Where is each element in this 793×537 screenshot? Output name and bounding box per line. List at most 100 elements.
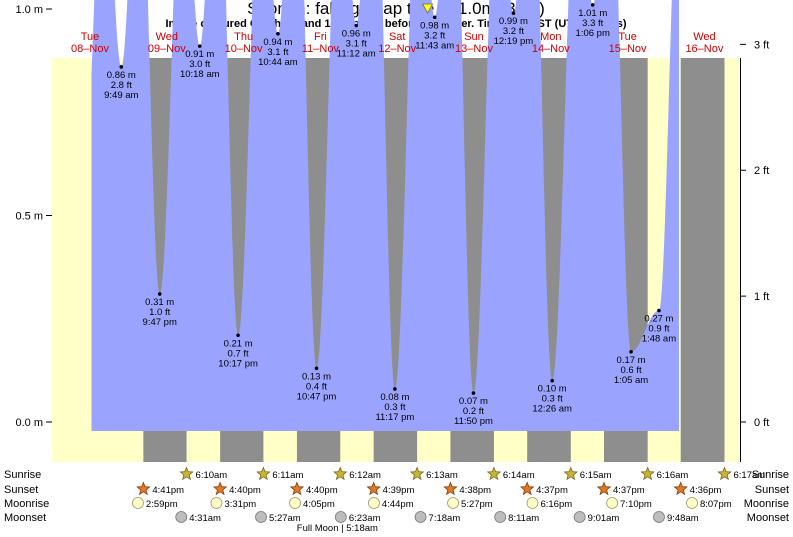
tide-time-label: 9:49 am (104, 90, 138, 101)
tide-time-label: 1:48 am (642, 333, 676, 344)
tide-ft-label: 0.2 ft (463, 406, 484, 417)
tide-point (314, 366, 319, 371)
tide-m-label: 0.99 m (499, 16, 528, 27)
day-name: Wed (693, 31, 715, 43)
tide-time-label: 9:47 pm (143, 317, 177, 328)
moonrise-icon (686, 497, 698, 509)
tide-point (432, 15, 437, 20)
tide-time-label: 11:17 pm (375, 412, 414, 423)
astro-events: Sunrise Sunrise Sunset Sunset Moonrise Moonri… (4, 466, 789, 534)
tide-ft-label: 3.1 ft (346, 39, 367, 50)
day-date: 10–Nov (225, 43, 263, 55)
day-name: Sun (464, 31, 484, 43)
moonset-time: 9:01am (588, 513, 620, 524)
sunset-time: 4:41pm (152, 485, 184, 496)
y-tick-label-m: 1.0 m (15, 4, 43, 16)
night-band (680, 58, 725, 462)
row-label-left: Moonset (4, 512, 46, 524)
moonset-icon (334, 511, 347, 523)
tide-ft-label: 2.8 ft (111, 80, 132, 91)
day-date: 15–Nov (609, 43, 647, 55)
y-tick-label-ft: 1 ft (754, 291, 769, 303)
moonrise-icon (606, 497, 619, 509)
day-name: Fri (314, 31, 327, 43)
tide-time-label: 10:44 am (258, 57, 298, 68)
tide-time-label: 10:47 pm (297, 391, 337, 402)
tide-point (236, 333, 240, 338)
sunset-icon (443, 481, 458, 496)
plot-right-border (740, 58, 741, 462)
day-date: 12–Nov (378, 43, 416, 55)
sunset-time: 4:37pm (613, 485, 645, 496)
sunset-icon (212, 481, 228, 496)
moonset-time: 8:11am (508, 513, 539, 524)
moonrise-time: 7:10pm (620, 499, 652, 510)
day-name: Tue (618, 31, 637, 43)
sunset-icon (366, 481, 381, 496)
moonrise-icon (132, 497, 144, 509)
tide-point (119, 65, 124, 69)
moonset-icon (494, 511, 507, 523)
tide-m-label: 0.21 m (224, 338, 253, 349)
tide-m-label: 0.17 m (617, 355, 646, 366)
tide-point (393, 387, 397, 391)
sunrise-icon (333, 466, 348, 481)
moonrise-icon (289, 497, 301, 509)
y-tick-label-ft: 0 ft (754, 417, 769, 429)
tide-point (629, 349, 633, 354)
sunrise-icon (640, 466, 655, 481)
moonrise-icon (526, 497, 539, 509)
sunrise-icon (256, 466, 271, 481)
moonrise-icon (447, 497, 459, 509)
sunset-icon (289, 481, 305, 496)
tide-point (511, 11, 516, 15)
sunrise-time: 6:17am (733, 470, 765, 481)
moonrise-icon (210, 497, 223, 509)
moonset-icon (175, 511, 188, 523)
tide-point (197, 44, 202, 48)
day-name: Mon (540, 31, 561, 43)
chart-subtitle: Image captured One hour and 10 minutes b… (165, 18, 626, 30)
day-name: Sat (389, 31, 406, 43)
sunrise-time: 6:12am (349, 470, 381, 481)
tide-time-label: 11:43 am (415, 40, 454, 51)
full-moon-label: Full Moon | 5:18am (297, 523, 378, 534)
tide-ft-label: 0.4 ft (306, 381, 327, 392)
day-labels: Tue08–NovWed09–NovThu10–NovFri11–NovSat1… (71, 31, 724, 55)
sunset-time: 4:40pm (306, 485, 338, 496)
y-tick-label-ft: 2 ft (754, 165, 769, 177)
sunset-icon (673, 481, 688, 496)
tide-point (276, 31, 280, 36)
moonset-time: 9:48am (667, 513, 699, 524)
tide-area (91, 0, 679, 431)
moonrise-time: 8:07pm (700, 499, 732, 510)
sunset-icon (519, 481, 535, 496)
sunrise-time: 6:15am (580, 470, 612, 481)
tide-time-label: 1:05 am (614, 375, 648, 386)
moonset-icon (414, 511, 427, 523)
moonset-time: 7:18am (429, 513, 461, 524)
tide-time-label: 12:19 pm (494, 36, 534, 47)
tide-m-label: 0.91 m (185, 49, 214, 60)
tide-m-label: 0.27 m (644, 313, 673, 324)
sunrise-icon (179, 466, 194, 481)
tide-m-label: 0.10 m (538, 384, 567, 395)
tide-ft-label: 3.3 ft (582, 18, 603, 29)
row-label-left: Sunset (4, 484, 38, 496)
tide-ft-label: 0.3 ft (542, 394, 563, 405)
moonset-icon (653, 511, 665, 523)
tide-ft-label: 3.0 ft (189, 59, 210, 70)
moonset-icon (255, 511, 267, 523)
tide-m-label: 0.94 m (263, 37, 292, 48)
day-date: 14–Nov (532, 43, 570, 55)
row-label-right: Moonrise (744, 498, 789, 510)
day-name: Tue (81, 31, 100, 43)
moonset-time: 6:23am (349, 513, 381, 524)
row-label-right: Moonset (747, 512, 789, 524)
sunset-icon (136, 481, 151, 496)
y-tick-label-m: 0.5 m (15, 211, 43, 223)
tide-points: 4:28 am4.5 ft1.38 m0.86 m2.8 ft9:49 am3:… (104, 3, 676, 427)
sunrise-time: 6:16am (657, 470, 689, 481)
tide-m-label: 0.31 m (145, 297, 174, 308)
